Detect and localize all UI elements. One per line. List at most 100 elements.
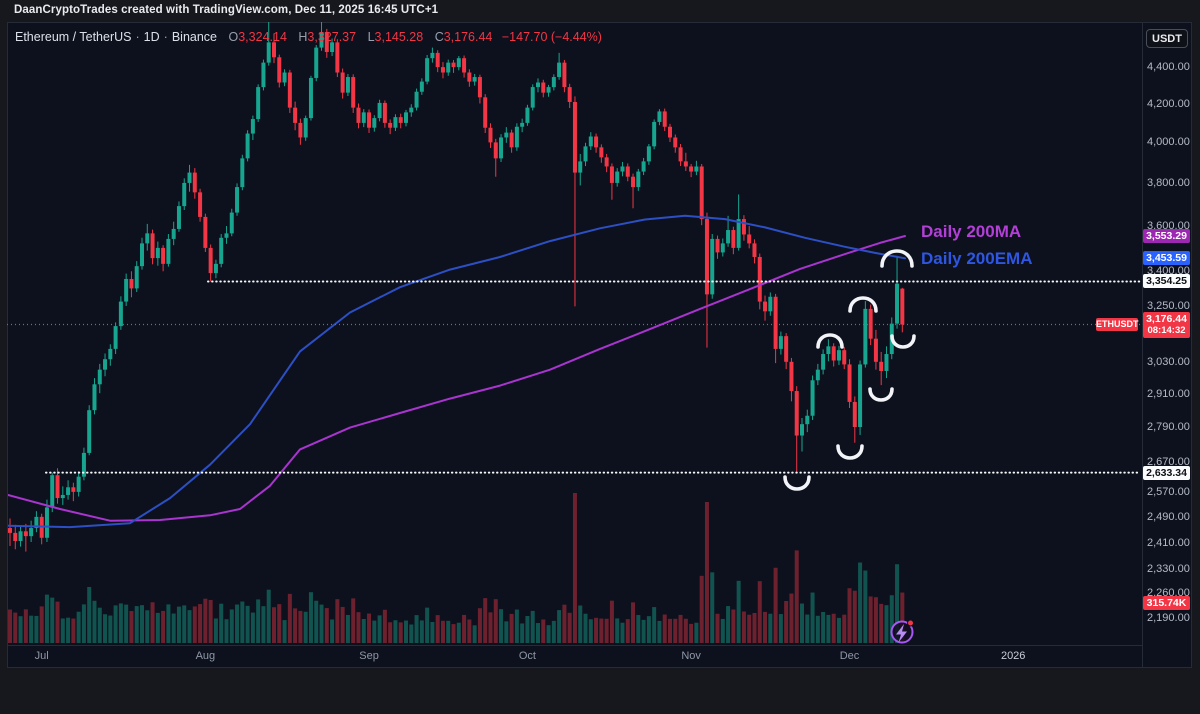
volume-bar	[789, 593, 794, 643]
volume-bar	[124, 604, 129, 643]
volume-bar	[699, 575, 704, 643]
volume-bar	[525, 616, 530, 643]
candle-body	[868, 308, 873, 339]
volume-bar	[810, 592, 815, 643]
candle-body	[404, 112, 408, 123]
open-value: 3,324.14	[238, 30, 287, 44]
volume-bar	[646, 616, 651, 643]
time-axis-divider	[7, 645, 1142, 646]
volume-bar	[171, 613, 176, 643]
volume-bar	[430, 621, 435, 643]
volume-bar	[277, 604, 282, 643]
candle-body	[836, 350, 841, 361]
currency-toggle-button[interactable]: USDT	[1146, 29, 1188, 48]
volume-bar	[87, 586, 92, 643]
high-label: H	[298, 30, 308, 44]
volume-bar	[261, 606, 266, 643]
volume-bar	[815, 615, 820, 643]
symbol-title[interactable]: Ethereum / TetherUS	[15, 30, 132, 44]
candle-body	[414, 91, 419, 108]
candle-body	[145, 233, 150, 244]
interval-label[interactable]: 1D	[143, 30, 160, 44]
change-value: −147.70 (−4.44%)	[501, 30, 602, 44]
header-separator: ·	[163, 30, 168, 44]
candle-body	[625, 166, 630, 177]
candle-body	[66, 487, 71, 495]
daily-200ma-label[interactable]: Daily 200MA	[921, 222, 1022, 241]
volume-bar	[155, 612, 160, 643]
last-price-badge: 3,176.44 08:14:32	[1143, 311, 1190, 338]
candle-body	[134, 266, 139, 289]
volume-bar	[266, 589, 271, 643]
candle-body	[800, 424, 804, 436]
flash-events-icon[interactable]	[890, 619, 914, 644]
volume-bar	[794, 550, 799, 643]
volume-bar	[868, 596, 873, 643]
swing-arc	[783, 475, 811, 491]
candle-body	[261, 62, 266, 88]
volume-bar	[134, 606, 139, 643]
candle-body	[731, 230, 736, 248]
close-value: 3,176.44	[443, 30, 493, 44]
volume-bar	[477, 608, 482, 643]
volume-bar	[514, 609, 519, 643]
price-tick: 4,400.00	[1147, 61, 1190, 74]
price-tick: 2,670.00	[1147, 455, 1190, 468]
volume-bar	[456, 622, 461, 643]
candle-body	[155, 247, 160, 259]
volume-bar	[308, 592, 313, 643]
volume-bar	[710, 572, 715, 643]
price-line-symbol-tag: ETHUSDT	[1096, 318, 1139, 332]
candle-body	[124, 278, 129, 302]
attribution-text: DaanCryptoTrades created with TradingVie…	[14, 4, 439, 16]
candle-body	[55, 475, 60, 499]
volume-bar	[287, 593, 292, 643]
candle-body	[351, 77, 356, 108]
candle-body	[609, 166, 614, 183]
candle-body	[673, 137, 678, 148]
volume-bar	[715, 613, 720, 643]
candle-body	[879, 361, 884, 371]
candle-body	[103, 359, 108, 370]
swing-arc	[816, 333, 844, 349]
volume-bar	[108, 615, 113, 643]
volume-bar	[23, 609, 28, 643]
candle-body	[689, 166, 694, 172]
candle-body	[182, 182, 187, 207]
volume-bar	[240, 601, 245, 643]
volume-bar	[50, 597, 55, 643]
volume-bar	[335, 599, 340, 643]
volume-bar	[367, 613, 372, 643]
volume-bar	[704, 501, 709, 643]
candle-body	[694, 166, 699, 172]
candle-body	[356, 107, 361, 123]
candle-body	[203, 216, 208, 248]
candle-body	[826, 346, 831, 355]
volume-bar	[657, 620, 662, 643]
volume-bar	[219, 603, 224, 643]
candle-body	[699, 166, 704, 220]
candle-body	[298, 122, 303, 138]
candle-body	[224, 233, 229, 238]
volume-bar	[689, 623, 694, 643]
candles-layer	[8, 22, 905, 552]
time-axis-year-label: 2026	[1000, 650, 1026, 662]
daily-200ema-label[interactable]: Daily 200EMA	[921, 249, 1033, 268]
candle-body	[678, 147, 683, 162]
swing-arc	[868, 387, 894, 402]
notification-dot	[907, 619, 914, 627]
candle-body	[715, 238, 720, 253]
volume-bar	[562, 604, 567, 643]
candle-body	[108, 348, 113, 360]
candle-body	[588, 136, 593, 147]
volume-bar	[18, 616, 23, 643]
volume-bar	[609, 600, 614, 643]
volume-bar	[118, 603, 123, 643]
candle-body	[440, 67, 445, 73]
candle-body	[13, 532, 18, 542]
volume-bar	[493, 599, 498, 643]
header-separator: ·	[135, 30, 140, 44]
candle-body	[847, 364, 852, 402]
